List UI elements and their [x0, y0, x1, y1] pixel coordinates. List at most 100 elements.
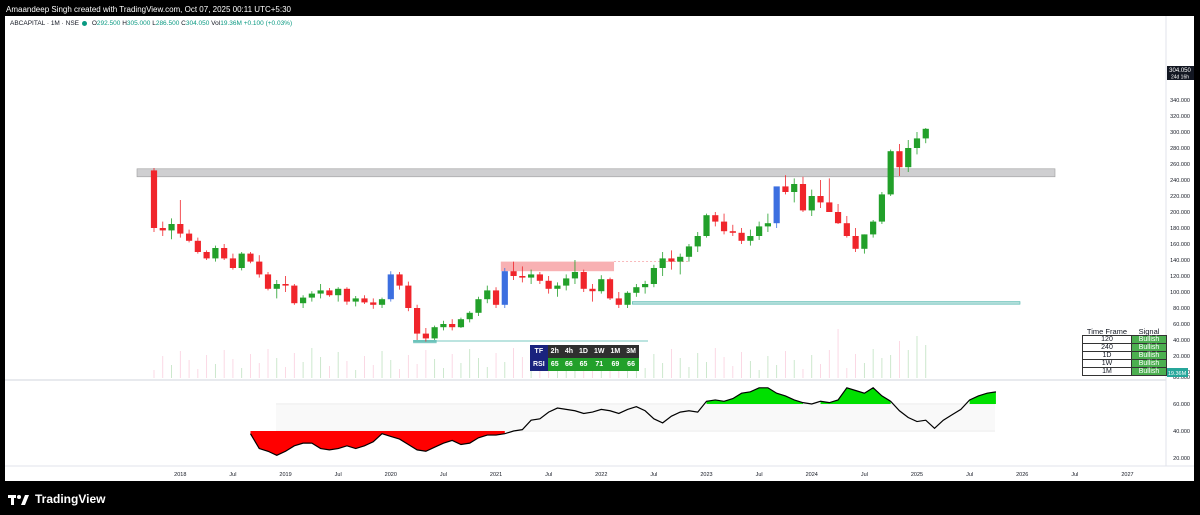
candle-body	[764, 223, 771, 227]
volume-bar	[530, 366, 532, 378]
volume-bar	[767, 356, 769, 378]
candle-body	[843, 223, 850, 236]
signal-value: Bullish	[1131, 351, 1167, 360]
support-zone-lower	[413, 340, 437, 344]
candle-body	[299, 297, 307, 304]
rsi-tick-label: 40.000	[1173, 429, 1190, 435]
volume-bar	[250, 354, 251, 378]
signal-value: Bullish	[1131, 359, 1167, 368]
volume-bar	[372, 365, 374, 378]
candle-body	[256, 261, 263, 275]
candle-body	[185, 233, 193, 241]
volume-bar	[302, 362, 304, 378]
time-tick-label: Jul	[861, 472, 868, 478]
candle	[212, 245, 219, 262]
table-row: 120 Bullish	[1082, 335, 1167, 344]
volume-bar	[407, 355, 409, 378]
price-tick-label: 60.000	[1173, 322, 1190, 328]
candle-body	[571, 272, 579, 279]
brand-name: TradingView	[35, 492, 106, 506]
price-tick-label: 140.000	[1170, 258, 1190, 264]
candle-body	[194, 240, 201, 252]
volume-bar	[258, 363, 260, 378]
candle-body	[229, 258, 237, 268]
candle	[598, 275, 605, 294]
candle	[528, 269, 535, 284]
candle-body	[335, 288, 342, 296]
price-tick-label: 160.000	[1170, 242, 1190, 248]
candle	[843, 216, 850, 238]
candle	[615, 292, 622, 308]
candle-body	[308, 293, 315, 298]
candle	[624, 291, 631, 308]
price-tick-label: 120.000	[1170, 274, 1190, 280]
tradingview-logo[interactable]: TradingView	[8, 491, 105, 507]
volume-bar	[276, 358, 278, 378]
candle	[571, 260, 579, 284]
volume-bar	[311, 348, 313, 378]
signal-col-signal: Signal	[1138, 327, 1160, 336]
volume-bar	[785, 351, 786, 378]
candle	[677, 253, 684, 275]
candle-body	[852, 236, 859, 249]
candle	[642, 280, 649, 294]
candle	[834, 204, 842, 224]
volume-bar	[653, 354, 655, 378]
time-tick-label: 2023	[700, 472, 712, 478]
candle	[729, 224, 736, 236]
candle	[422, 328, 429, 342]
candle-body	[642, 284, 649, 288]
candle	[177, 200, 184, 238]
candle	[510, 261, 517, 280]
volume-bar	[355, 370, 357, 378]
candle-body	[808, 196, 815, 211]
candle	[291, 284, 298, 305]
tf-3m: 3M	[623, 345, 639, 358]
volume-bar	[741, 352, 742, 378]
candle	[317, 284, 324, 299]
volume-bar	[899, 341, 900, 378]
price-tick-label: 280.000	[1170, 146, 1190, 152]
support-zone-upper	[632, 301, 1021, 305]
candle	[563, 274, 570, 291]
volume-bar	[188, 360, 190, 378]
rsi-timeframe-table: TF 2h 4h 1D 1W 1M 3M RSI 65 66 65 71 69 …	[530, 345, 639, 371]
last-price-badge	[1167, 66, 1194, 80]
candle	[799, 176, 807, 212]
candle	[168, 218, 175, 240]
volume-bar	[846, 368, 848, 378]
price-axis: 340.000 320.000 300.000 280.000 260.000 240.0…	[1170, 98, 1190, 376]
candle-body	[694, 236, 701, 247]
volume-bar	[293, 353, 295, 378]
rsi-header: RSI	[530, 358, 548, 371]
high-label: H	[122, 20, 127, 27]
candle	[396, 272, 403, 290]
candle	[492, 287, 500, 308]
candle-body	[729, 231, 736, 233]
price-tick-label: 100.000	[1170, 290, 1190, 296]
price-tick-label: 180.000	[1170, 226, 1190, 232]
candle-body	[861, 234, 868, 249]
rsi-tick-label: 80.000	[1173, 375, 1190, 381]
candle-body	[887, 151, 894, 195]
volume-bar	[697, 353, 699, 378]
candle-body	[414, 308, 421, 334]
candle-body	[712, 215, 719, 222]
candle-body	[554, 285, 561, 289]
supply-zone	[500, 261, 615, 272]
volume-bar	[364, 356, 365, 378]
candle-body	[396, 274, 403, 286]
volume-bar	[329, 366, 330, 378]
time-tick-label: 2027	[1121, 472, 1133, 478]
candle-body	[378, 299, 386, 305]
candle-body	[545, 280, 552, 289]
candle	[580, 269, 587, 292]
signal-value: Bullish	[1131, 367, 1167, 376]
volume-bar	[232, 359, 234, 378]
time-tick-label: 2018	[174, 472, 186, 478]
volume-bar	[907, 350, 909, 378]
candle	[694, 232, 701, 252]
candle-body	[238, 253, 245, 268]
candle	[335, 287, 342, 302]
